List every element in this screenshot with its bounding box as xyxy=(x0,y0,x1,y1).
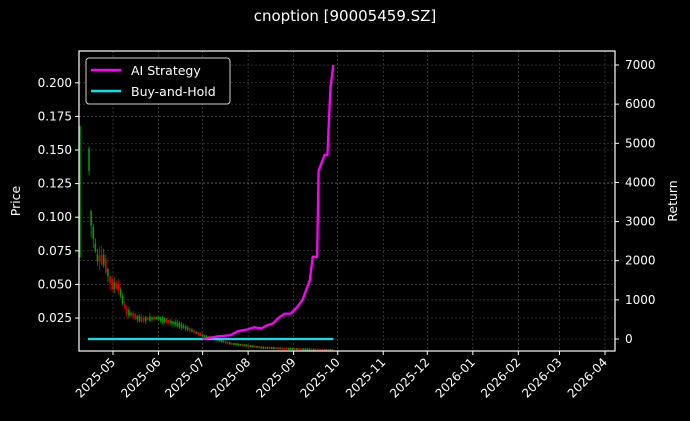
x-tick-label: 2026-04 xyxy=(565,355,610,400)
legend-box xyxy=(85,57,231,105)
x-tick-label: 2026-01 xyxy=(433,355,478,400)
legend-label-buy-and-hold: Buy-and-Hold xyxy=(131,84,216,99)
y-right-tick-label: 1000 xyxy=(625,293,656,307)
x-tick-label: 2025-09 xyxy=(253,355,298,400)
x-tick-label: 2025-08 xyxy=(208,355,253,400)
x-tick-label: 2026-03 xyxy=(519,355,564,400)
x-tick-label: 2025-05 xyxy=(73,355,118,400)
y-axis-right: 0 1000 2000 3000 4000 5000 6000 7000 xyxy=(615,58,656,346)
line-series xyxy=(88,64,335,341)
grid-lines xyxy=(79,51,615,351)
y-left-tick-label: 0.200 xyxy=(38,76,72,90)
x-tick-label: 2026-02 xyxy=(478,355,523,400)
y-axis-right-label: Return xyxy=(665,180,680,221)
x-tick-label: 2025-12 xyxy=(387,355,432,400)
y-left-tick-label: 0.175 xyxy=(38,109,72,123)
y-axis-left-label: Price xyxy=(8,185,23,216)
chart-title: cnoption [90005459.SZ] xyxy=(253,7,437,25)
y-left-tick-label: 0.075 xyxy=(38,244,72,258)
x-tick-label: 2025-07 xyxy=(162,355,207,400)
y-right-tick-label: 2000 xyxy=(625,254,656,268)
y-left-tick-label: 0.100 xyxy=(38,210,72,224)
ai-strategy-line xyxy=(202,64,335,341)
y-right-tick-label: 6000 xyxy=(625,97,656,111)
y-left-tick-label: 0.125 xyxy=(38,177,72,191)
y-left-tick-label: 0.050 xyxy=(38,277,72,291)
y-right-tick-label: 3000 xyxy=(625,215,656,229)
y-axis-left: 0.025 0.050 0.075 0.100 0.125 0.150 0.175 0.200 xyxy=(38,76,79,325)
y-right-tick-label: 5000 xyxy=(625,136,656,150)
x-tick-label: 2025-11 xyxy=(343,355,388,400)
candlestick-series xyxy=(79,125,334,352)
y-left-tick-label: 0.025 xyxy=(38,311,72,325)
y-right-tick-label: 7000 xyxy=(625,58,656,72)
x-tick-label: 2025-06 xyxy=(118,355,163,400)
y-right-tick-label: 4000 xyxy=(625,175,656,189)
legend-label-ai-strategy: AI Strategy xyxy=(131,63,201,78)
x-tick-label: 2025-10 xyxy=(297,355,342,400)
y-left-tick-label: 0.150 xyxy=(38,143,72,157)
legend: AI Strategy Buy-and-Hold xyxy=(85,57,231,105)
plot-frame xyxy=(78,50,616,352)
y-right-tick-label: 0 xyxy=(625,332,633,346)
